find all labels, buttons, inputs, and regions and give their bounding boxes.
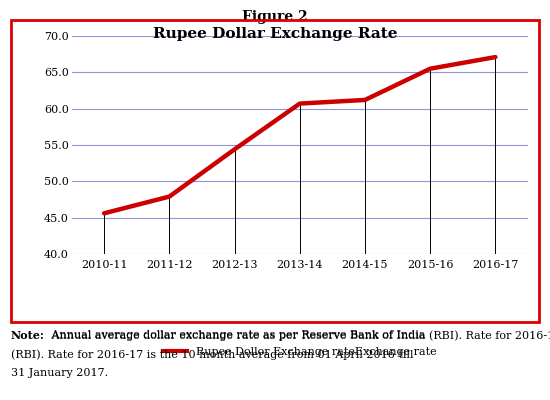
Text: 31 January 2017.: 31 January 2017. bbox=[11, 368, 108, 378]
Text: Annual average dollar exchange rate as per Reserve Bank of India: Annual average dollar exchange rate as p… bbox=[48, 330, 426, 340]
Legend: Rupee Dollor Exchange rateExchange rate: Rupee Dollor Exchange rateExchange rate bbox=[158, 343, 441, 362]
Text: Note:: Note: bbox=[11, 330, 45, 341]
Text: Figure 2: Figure 2 bbox=[242, 10, 308, 24]
Text: Annual average dollar exchange rate as per Reserve Bank of India (RBI). Rate for: Annual average dollar exchange rate as p… bbox=[48, 330, 550, 340]
Text: Rupee Dollar Exchange Rate: Rupee Dollar Exchange Rate bbox=[153, 27, 397, 41]
Text: (RBI). Rate for 2016-17 is the 10 month average from 01 April 2016 till: (RBI). Rate for 2016-17 is the 10 month … bbox=[11, 349, 414, 360]
